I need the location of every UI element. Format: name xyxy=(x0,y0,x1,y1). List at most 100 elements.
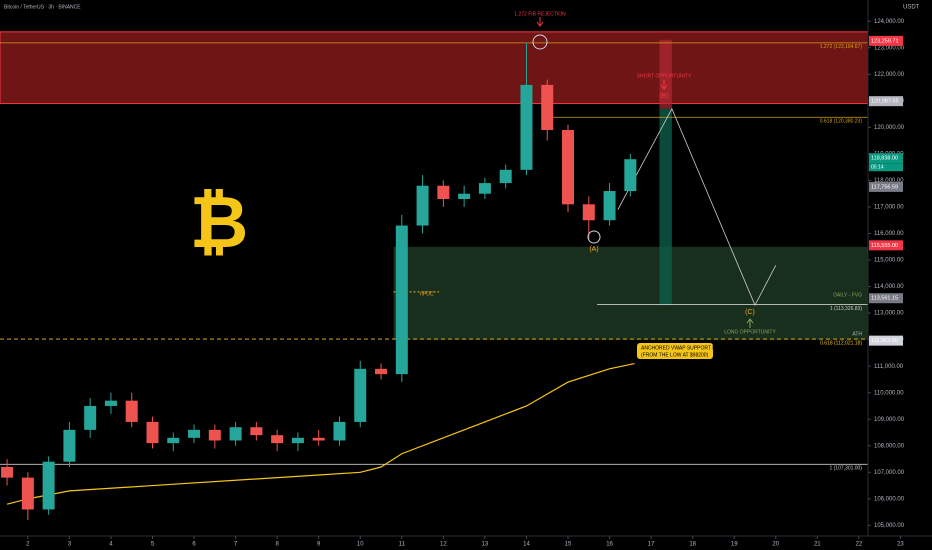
vwap-line xyxy=(6,362,635,505)
y-tick-label: 111,000.00 xyxy=(874,364,904,370)
annotation: nPOC xyxy=(420,291,434,297)
currency: USDT xyxy=(903,5,920,11)
price-tag-label: 123,259.71 xyxy=(871,38,899,44)
position-stop xyxy=(659,39,672,109)
y-tick-label: 116,000.00 xyxy=(874,231,904,237)
x-tick-label: 21 xyxy=(814,542,821,548)
annotation: SHORT OPPORTUNITY xyxy=(637,73,692,79)
candle-body xyxy=(42,461,55,510)
candle-body xyxy=(582,204,595,221)
candle-body xyxy=(291,437,304,444)
x-tick-label: 14 xyxy=(523,542,530,548)
x-tick-label: 9 xyxy=(317,542,321,548)
candle-body xyxy=(1,467,14,478)
x-tick-label: 17 xyxy=(648,542,655,548)
candle-body xyxy=(520,84,533,170)
price-tag-label: 118,838.00 xyxy=(871,156,898,162)
x-tick-label: 20 xyxy=(772,542,779,548)
x-tick-label: 7 xyxy=(234,542,238,548)
x-tick-label: 13 xyxy=(482,542,489,548)
candle-body xyxy=(125,400,138,422)
price-tag xyxy=(869,153,903,164)
candle-body xyxy=(208,429,221,441)
price-tag-label: 117,756.59 xyxy=(871,184,898,190)
x-tick-label: 4 xyxy=(109,542,113,548)
annotation: LONG OPPORTUNITY xyxy=(724,329,776,335)
price-tag-label: 111,963.00 xyxy=(871,338,898,344)
x-tick-label: 15 xyxy=(565,542,572,548)
candle-body xyxy=(63,429,76,462)
arrow xyxy=(536,17,544,27)
position-target xyxy=(659,108,672,306)
marker-circle xyxy=(532,34,548,50)
marker-circle xyxy=(587,230,601,244)
y-tick-label: 105,000.00 xyxy=(874,523,905,529)
candle-body xyxy=(250,427,263,436)
y-tick-label: 122,000.00 xyxy=(874,72,905,78)
candle-body xyxy=(458,193,471,200)
x-tick-label: 19 xyxy=(731,542,738,548)
axes: 105,000.00 106,000.00 107,000.00 108,000.00… xyxy=(26,19,905,548)
annotation: (B) xyxy=(659,93,668,100)
price-tag-label: 113,561.15 xyxy=(871,296,898,302)
candle-body xyxy=(395,225,408,375)
annotation: ATH xyxy=(852,331,862,337)
candle-body xyxy=(354,368,367,422)
y-tick-label: 120,000.00 xyxy=(874,125,905,131)
x-tick-label: 12 xyxy=(440,542,447,548)
x-tick-label: 5 xyxy=(151,542,155,548)
x-tick-label: 8 xyxy=(275,542,279,548)
candle-body xyxy=(312,437,325,441)
x-tick-label: 10 xyxy=(357,542,364,548)
symbol-title: Bitcoin / TetherUS · 3h · BINANCE xyxy=(4,4,81,10)
zone xyxy=(0,31,868,104)
annotation: 1.272 FIB REJECTION xyxy=(514,11,566,17)
y-tick-label: 115,000.00 xyxy=(874,258,904,264)
candle-body xyxy=(84,405,97,430)
candle-body xyxy=(21,477,34,510)
candle-body xyxy=(104,400,117,406)
annotation: DAILY - FVG xyxy=(833,292,862,298)
y-tick-label: 108,000.00 xyxy=(874,443,905,449)
x-tick-label: 6 xyxy=(192,542,196,548)
y-tick-label: 113,000.00 xyxy=(874,311,904,317)
candle-body xyxy=(333,421,346,441)
level-label: 1.272 (123,184.67) xyxy=(820,44,863,50)
candle-body xyxy=(167,437,180,444)
candle-body xyxy=(229,427,242,441)
x-tick-label: 11 xyxy=(399,542,406,548)
plot-area xyxy=(0,31,868,521)
annotations: 1.272 FIB REJECTION SHORT OPPORTUNITY (B… xyxy=(420,11,862,359)
candle-body xyxy=(416,185,429,226)
candle-body xyxy=(437,185,450,200)
zone xyxy=(393,246,868,340)
y-tick-label: 124,000.00 xyxy=(874,19,905,25)
candle-body xyxy=(375,368,388,375)
candle-body xyxy=(603,191,616,221)
level-label: 1 (107,301.00) xyxy=(829,466,862,472)
candle-body xyxy=(478,183,491,194)
candle-body xyxy=(541,84,554,131)
y-tick-label: 118,000.00 xyxy=(874,178,904,184)
price-tag xyxy=(869,181,903,192)
y-tick-label: 107,000.00 xyxy=(874,470,905,476)
arrow xyxy=(746,318,754,328)
x-tick-label: 23 xyxy=(897,542,904,548)
countdown: 05:14 xyxy=(871,165,884,171)
annotation: (FROM THE LOW AT $98200) xyxy=(641,352,709,358)
price-tag-label: 115,555.00 xyxy=(871,243,898,249)
annotation: (A) xyxy=(589,246,598,253)
price-tag xyxy=(869,240,903,251)
x-tick-label: 3 xyxy=(68,542,72,548)
annotation: ANCHORED VWAP SUPPORT LINE xyxy=(641,345,724,351)
level-label: 1 (113,326.83) xyxy=(830,306,862,312)
price-tag xyxy=(869,293,903,304)
note-box xyxy=(637,343,713,359)
x-tick-label: 18 xyxy=(689,542,696,548)
x-tick-label: 16 xyxy=(606,542,613,548)
y-tick-label: 117,000.00 xyxy=(874,205,904,211)
candle-body xyxy=(624,159,637,192)
candle-body xyxy=(271,435,284,444)
level-label: 0.618 (120,380.23) xyxy=(820,119,863,125)
